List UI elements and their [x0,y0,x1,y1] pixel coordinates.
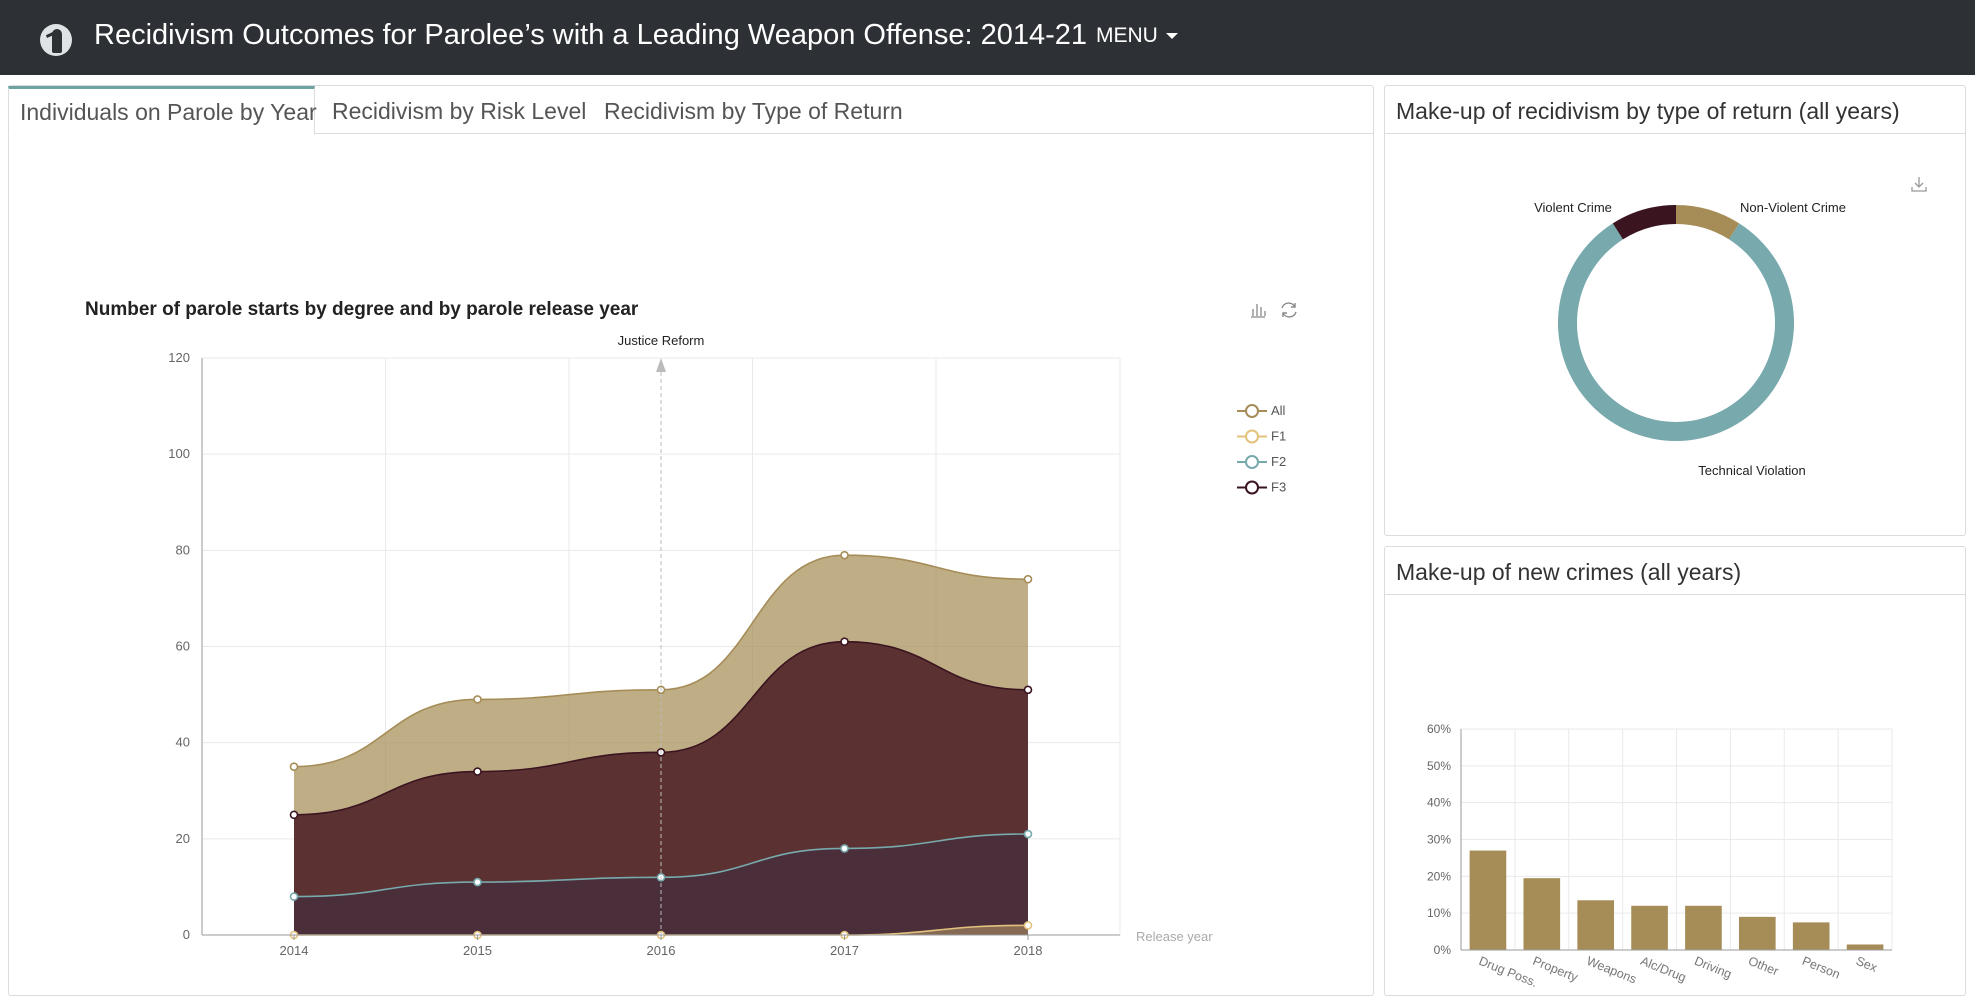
y-tick-label: 20 [176,831,190,846]
x-tick-label: Driving [1692,954,1733,982]
y-tick-label: 40 [176,735,190,750]
donut-label: Technical Violation [1698,463,1805,478]
area-f1 [294,925,1028,935]
y-tick-label: 30% [1427,833,1451,847]
recidivism-donut-chart: Non-Violent Crime Technical Violation Viol… [1534,175,1928,478]
page-title: Recidivism Outcomes for Parolee’s with a… [94,19,1087,51]
refresh-icon[interactable] [1279,300,1299,320]
x-tick-label: Other [1746,954,1780,979]
new-crimes-bar-chart: 0% 10% 20% 30% 40% 50% 60% Drug Poss.Property W… [1427,722,1893,990]
x-tick-label: Alc/Drug [1638,954,1688,985]
justice-reform-label: Justice Reform [618,333,705,348]
new-crimes-panel: Make-up of new crimes (all years) 0% 10% 2… [1384,546,1966,996]
markline-arrow-icon [656,358,666,372]
menu-dropdown[interactable]: MENU [1096,24,1178,48]
y-tick-label: 60 [176,639,190,654]
legend-label: All [1271,403,1286,418]
bar-driving[interactable] [1685,905,1722,950]
main-chart-panel: Individuals on Parole by Year Recidivism… [8,85,1374,996]
bar-alc-drug[interactable] [1631,905,1668,950]
point-f2[interactable] [840,844,849,853]
parole-starts-chart: Number of parole starts by degree and by… [85,299,1299,958]
chart-title: Number of parole starts by degree and by… [85,299,639,320]
bar-drug-poss-[interactable] [1469,850,1507,950]
bar-other[interactable] [1738,916,1776,950]
point-all[interactable] [840,550,849,560]
point-all[interactable] [1023,574,1033,584]
new-crimes-title: Make-up of new crimes (all years) [1385,547,1965,595]
line-f3 [293,640,1029,816]
legend-item-all[interactable]: All [1237,403,1286,418]
y-tick-label: 20% [1427,869,1451,883]
x-tick-label: Weapons [1585,954,1639,987]
bar-property[interactable] [1523,878,1561,950]
legend-item-f2[interactable]: F2 [1237,454,1286,469]
y-tick-label: 120 [168,350,190,365]
tab-recidivism-by-risk-level[interactable]: Recidivism by Risk Level [332,98,587,124]
point-f3[interactable] [1023,685,1033,695]
point-f1[interactable] [1023,921,1033,930]
top-navbar: Recidivism Outcomes for Parolee’s with a… [0,0,1975,75]
donut-slice-technical-violation[interactable] [1558,223,1794,441]
x-tick-label: 2015 [463,943,492,958]
tab-bar: Individuals on Parole by Year Recidivism… [8,86,1373,135]
y-tick-label: 50% [1427,759,1451,773]
point-f2[interactable] [289,892,299,901]
donut-label: Non-Violent Crime [1740,200,1846,215]
bar-sex[interactable] [1846,944,1884,950]
x-tick-label: Property [1531,954,1581,985]
tab-recidivism-by-type-of-return[interactable]: Recidivism by Type of Return [604,98,903,124]
line-all [293,554,1029,768]
x-tick-label: 2018 [1014,943,1043,958]
legend-label: F1 [1271,429,1286,444]
y-tick-label: 40% [1427,796,1451,810]
y-tick-label: 60% [1427,722,1451,736]
x-tick-label: 2017 [830,943,859,958]
donut-slice-violent-crime[interactable] [1612,205,1676,240]
recidivism-type-title: Make-up of recidivism by type of return … [1385,86,1965,134]
point-all[interactable] [473,695,482,704]
legend-label: F3 [1271,480,1286,495]
donut-slice-non-violent-crime[interactable] [1676,205,1740,240]
y-tick-label: 0 [183,927,190,942]
download-icon[interactable] [1910,175,1928,193]
point-f3[interactable] [473,767,482,776]
y-tick-label: 80 [176,542,190,557]
caret-down-icon [1165,33,1178,39]
legend-item-f3[interactable]: F3 [1237,480,1286,495]
parolee-logo-icon[interactable] [40,24,72,56]
recidivism-type-panel: Make-up of recidivism by type of return … [1384,85,1966,536]
tab-individuals-on-parole[interactable]: Individuals on Parole by Year [8,86,317,135]
x-tick-label: 2014 [280,943,309,958]
bar-weapons[interactable] [1577,900,1615,950]
y-tick-label: 10% [1427,906,1451,920]
menu-label: MENU [1096,24,1158,47]
point-f3[interactable] [840,637,849,646]
point-f3[interactable] [289,810,299,820]
x-tick-label: Drug Poss. [1477,954,1540,990]
bar-person[interactable] [1792,922,1830,950]
x-tick-label: Person [1800,954,1842,982]
point-f2[interactable] [1023,829,1033,839]
legend-label: F2 [1271,454,1286,469]
point-all[interactable] [289,762,299,772]
point-f2[interactable] [473,877,482,887]
y-tick-label: 0% [1434,943,1452,957]
donut-label: Violent Crime [1534,200,1612,215]
y-tick-label: 100 [168,446,190,461]
bar-chart-icon[interactable] [1249,300,1267,318]
x-tick-label: 2016 [647,943,676,958]
x-tick-label: Sex [1854,954,1880,975]
x-axis-label: Release year [1136,929,1213,944]
legend-item-f1[interactable]: F1 [1237,429,1286,444]
